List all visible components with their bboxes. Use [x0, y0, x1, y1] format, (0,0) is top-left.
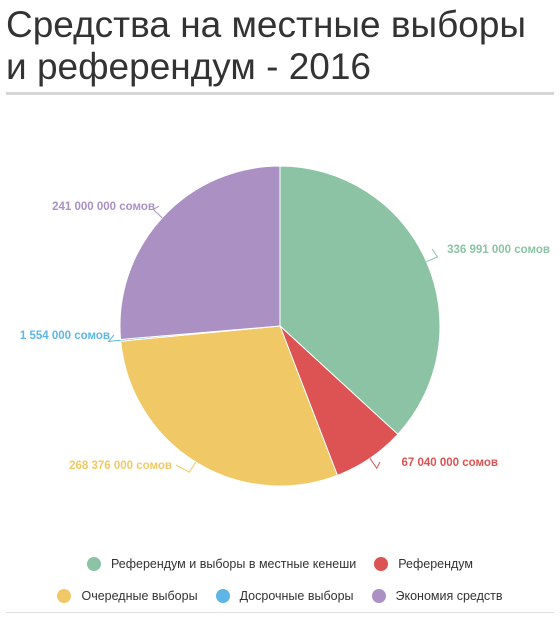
legend-label: Очередные выборы — [81, 589, 198, 603]
chart-legend: Референдум и выборы в местные кенеши Реф… — [0, 548, 560, 612]
data-label: 268 376 000 сомов — [69, 460, 172, 472]
legend-label: Референдум — [398, 557, 473, 571]
bottom-divider — [6, 612, 554, 613]
legend-item-referendum[interactable]: Референдум — [374, 557, 473, 571]
data-labels: 336 991 000 сомов 67 040 000 сомов 268 376… — [20, 201, 550, 472]
legend-label: Референдум и выборы в местные кенеши — [110, 557, 357, 571]
legend-swatch — [371, 589, 386, 603]
label-leader-lines — [107, 205, 439, 473]
legend-swatch — [374, 557, 389, 571]
data-label: 67 040 000 сомов — [402, 457, 498, 469]
leader-line — [152, 205, 163, 219]
chart-title: Средства на местные выборы и референдум … — [6, 4, 527, 87]
legend-swatch — [86, 557, 101, 571]
legend-label: Экономия средств — [395, 589, 503, 603]
leader-line — [426, 248, 439, 263]
legend-item-regular-elections[interactable]: Очередные выборы — [57, 589, 198, 603]
data-label: 1 554 000 сомов — [20, 330, 110, 342]
title-divider — [6, 92, 554, 95]
legend-row-2: Очередные выборы Досрочные выборы Эконом… — [0, 580, 560, 612]
data-label: 336 991 000 сомов — [447, 244, 550, 256]
legend-swatch — [57, 589, 72, 603]
pie-slice-savings[interactable] — [119, 165, 281, 340]
pie-chart: 336 991 000 сомов 67 040 000 сомов 268 376… — [20, 165, 550, 487]
legend-label: Досрочные выборы — [239, 589, 354, 603]
leader-line — [107, 334, 121, 342]
legend-item-early-elections[interactable]: Досрочные выборы — [215, 589, 354, 603]
legend-row-1: Референдум и выборы в местные кенеши Реф… — [0, 548, 560, 580]
pie-slices — [119, 165, 441, 487]
legend-item-savings[interactable]: Экономия средств — [371, 589, 503, 603]
pie-slice-local-elections[interactable] — [279, 165, 441, 435]
data-label: 241 000 000 сомов — [52, 201, 155, 213]
leader-line — [175, 461, 197, 473]
leader-line — [369, 458, 381, 470]
legend-swatch — [215, 589, 230, 603]
legend-item-local-elections[interactable]: Референдум и выборы в местные кенеши — [86, 557, 357, 571]
